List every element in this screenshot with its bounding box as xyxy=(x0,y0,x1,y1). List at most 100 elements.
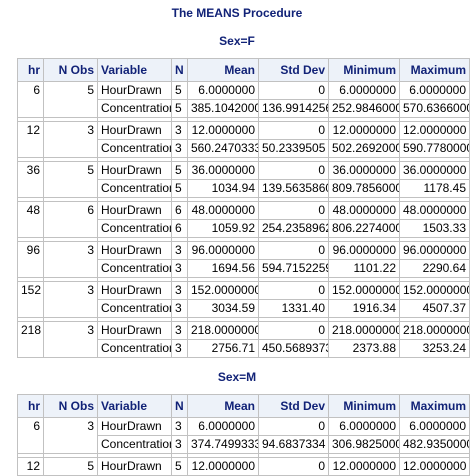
cell-variable: Concentration xyxy=(97,139,172,158)
cell-std-dev: 594.7152259 xyxy=(258,259,329,278)
cell-std-dev: 0 xyxy=(258,457,329,476)
cell-hr: 6 xyxy=(17,417,44,454)
cell-mean: 12.0000000 xyxy=(187,121,259,140)
cell-maximum: 2290.64 xyxy=(399,259,470,278)
cell-std-dev: 94.6837334 xyxy=(258,435,329,454)
cell-variable: Concentration xyxy=(97,179,172,198)
cell-n: 5 xyxy=(171,99,188,118)
col-header-n: N xyxy=(171,394,188,418)
cell-hr: 36 xyxy=(17,161,44,198)
cell-std-dev: 1331.40 xyxy=(258,299,329,318)
col-header-max: Maximum xyxy=(399,58,470,82)
cell-variable: HourDrawn xyxy=(97,161,172,180)
cell-std-dev: 0 xyxy=(258,281,329,300)
cell-minimum: 36.0000000 xyxy=(328,161,400,180)
cell-mean: 1694.56 xyxy=(187,259,259,278)
cell-std-dev: 450.5689373 xyxy=(258,339,329,358)
cell-mean: 6.0000000 xyxy=(187,81,259,100)
cell-mean: 3034.59 xyxy=(187,299,259,318)
cell-minimum: 306.9825000 xyxy=(328,435,400,454)
cell-maximum: 1503.33 xyxy=(399,219,470,238)
cell-minimum: 12.0000000 xyxy=(328,121,400,140)
cell-std-dev: 0 xyxy=(258,121,329,140)
cell-nobs: 6 xyxy=(43,201,98,238)
cell-n: 6 xyxy=(171,219,188,238)
col-header-std: Std Dev xyxy=(258,58,329,82)
cell-n: 3 xyxy=(171,339,188,358)
cell-variable: Concentration xyxy=(97,259,172,278)
cell-std-dev: 0 xyxy=(258,201,329,220)
means-table-female: hr N Obs Variable N Mean Std Dev Minimum… xyxy=(17,58,470,358)
cell-mean: 36.0000000 xyxy=(187,161,259,180)
cell-minimum: 218.0000000 xyxy=(328,321,400,340)
cell-mean: 152.0000000 xyxy=(187,281,259,300)
cell-n: 3 xyxy=(171,417,188,436)
table-row: 96 3 HourDrawn 3 96.0000000 0 96.0000000 96.000… xyxy=(17,241,470,278)
cell-nobs: 3 xyxy=(43,281,98,318)
cell-std-dev: 136.9914256 xyxy=(258,99,329,118)
cell-std-dev: 139.5635860 xyxy=(258,179,329,198)
col-header-mean: Mean xyxy=(187,58,259,82)
cell-maximum: 4507.37 xyxy=(399,299,470,318)
cell-minimum: 2373.88 xyxy=(328,339,400,358)
cell-nobs: 3 xyxy=(43,121,98,158)
table-row: Concentration 5 385.1042000 136.9914256 252.… xyxy=(18,99,470,118)
table-row: 12 5 HourDrawn 5 12.0000000 0 12.0000000 12.000… xyxy=(17,457,470,476)
table-row: 218 3 HourDrawn 3 218.0000000 0 218.0000000 218… xyxy=(17,321,470,358)
group-separator xyxy=(17,277,470,282)
cell-nobs: 5 xyxy=(43,81,98,118)
cell-n: 3 xyxy=(171,139,188,158)
cell-mean: 1059.92 xyxy=(187,219,259,238)
cell-minimum: 12.0000000 xyxy=(328,457,400,476)
cell-variable: HourDrawn xyxy=(97,281,172,300)
table-row: Concentration 3 374.7499333 94.6837334 306.9… xyxy=(18,435,470,454)
cell-std-dev: 254.2358962 xyxy=(258,219,329,238)
cell-maximum: 152.0000000 xyxy=(399,281,470,300)
cell-variable: Concentration xyxy=(97,435,172,454)
cell-mean: 374.7499333 xyxy=(187,435,259,454)
col-header-std: Std Dev xyxy=(258,394,329,418)
cell-variable: HourDrawn xyxy=(97,201,172,220)
cell-variable: Concentration xyxy=(97,219,172,238)
cell-std-dev: 0 xyxy=(258,161,329,180)
cell-std-dev: 0 xyxy=(258,241,329,260)
cell-minimum: 1916.34 xyxy=(328,299,400,318)
group-separator xyxy=(17,237,470,242)
cell-minimum: 1101.22 xyxy=(328,259,400,278)
cell-variable: HourDrawn xyxy=(97,417,172,436)
cell-minimum: 252.9846000 xyxy=(328,99,400,118)
cell-std-dev: 0 xyxy=(258,417,329,436)
cell-maximum: 12.0000000 xyxy=(399,457,470,476)
cell-maximum: 6.0000000 xyxy=(399,81,470,100)
cell-minimum: 96.0000000 xyxy=(328,241,400,260)
cell-maximum: 590.7780000 xyxy=(399,139,470,158)
cell-mean: 6.0000000 xyxy=(187,417,259,436)
col-header-hr: hr xyxy=(17,394,44,418)
cell-mean: 96.0000000 xyxy=(187,241,259,260)
cell-variable: HourDrawn xyxy=(97,321,172,340)
table-row: Concentration 6 1059.92 254.2358962 806.2274… xyxy=(18,219,470,238)
cell-maximum: 218.0000000 xyxy=(399,321,470,340)
cell-mean: 385.1042000 xyxy=(187,99,259,118)
cell-hr: 152 xyxy=(17,281,44,318)
cell-n: 5 xyxy=(171,81,188,100)
cell-nobs: 3 xyxy=(43,241,98,278)
cell-hr: 96 xyxy=(17,241,44,278)
table-row: 6 5 HourDrawn 5 6.0000000 0 6.0000000 6.0000000 xyxy=(17,81,470,118)
col-header-nobs: N Obs xyxy=(43,58,98,82)
cell-minimum: 809.7856000 xyxy=(328,179,400,198)
cell-nobs: 3 xyxy=(43,417,98,454)
table-row: Concentration 3 2756.71 450.5689373 2373.88 3… xyxy=(18,339,470,358)
table-body: 6 3 HourDrawn 3 6.0000000 0 6.0000000 6.0000000… xyxy=(17,417,470,476)
col-header-max: Maximum xyxy=(399,394,470,418)
table-header-row: hr N Obs Variable N Mean Std Dev Minimum… xyxy=(17,394,470,418)
table-row: 6 3 HourDrawn 3 6.0000000 0 6.0000000 6.0000000 xyxy=(17,417,470,454)
cell-nobs: 5 xyxy=(43,161,98,198)
cell-minimum: 806.2274000 xyxy=(328,219,400,238)
table-row: 12 3 HourDrawn 3 12.0000000 0 12.0000000 12.000… xyxy=(17,121,470,158)
cell-hr: 12 xyxy=(17,121,44,158)
cell-n: 3 xyxy=(171,121,188,140)
table-row: 152 3 HourDrawn 3 152.0000000 0 152.0000000 152… xyxy=(17,281,470,318)
table-header-row: hr N Obs Variable N Mean Std Dev Minimum… xyxy=(17,58,470,82)
cell-mean: 48.0000000 xyxy=(187,201,259,220)
